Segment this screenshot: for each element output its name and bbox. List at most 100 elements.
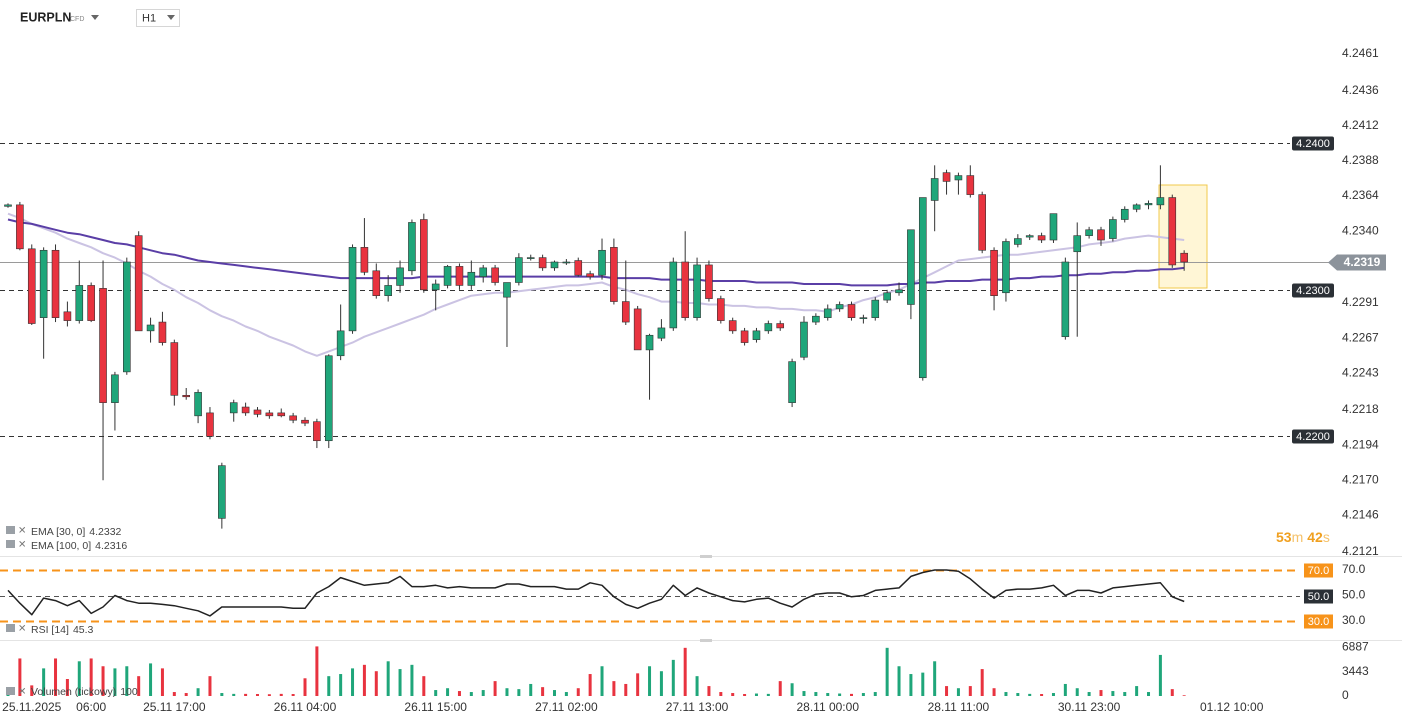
volume-bar	[552, 690, 556, 696]
candle-body	[348, 247, 357, 332]
candle-body	[396, 267, 404, 286]
candle-body	[681, 261, 689, 318]
volume-bar	[743, 694, 747, 696]
last-price-tag	[1328, 254, 1386, 271]
candle-body	[764, 323, 773, 332]
candle-body	[206, 412, 214, 437]
legend-close[interactable]: ✕	[18, 687, 26, 698]
candle-body	[728, 320, 737, 332]
volume-bar	[30, 685, 34, 696]
volume-bar	[802, 691, 806, 696]
volume-bar	[267, 694, 271, 696]
instrument-type: CFD	[70, 16, 84, 23]
panel-handle[interactable]	[700, 555, 712, 558]
volume-bar	[671, 659, 675, 696]
x-tick-label: 28.11 11:00	[928, 700, 990, 714]
candle-body	[550, 261, 559, 269]
panel-handle[interactable]	[700, 639, 712, 642]
y-tick-label: 4.2170	[1342, 472, 1379, 486]
candle-body	[586, 273, 594, 277]
legend-close[interactable]: ✕	[18, 624, 26, 635]
legend-entry: Volumen (tickowy) 100	[31, 686, 138, 698]
candle-body	[1109, 219, 1117, 239]
level-tag	[1292, 283, 1334, 298]
volume-bar	[315, 646, 319, 696]
candle-body	[1049, 213, 1058, 241]
candle-body	[800, 321, 808, 358]
legend-value: 4.2316	[95, 540, 127, 552]
candle-body	[182, 395, 191, 398]
y-tick-label: 0	[1342, 688, 1349, 702]
y-tick-label: 4.2194	[1342, 437, 1379, 451]
volume-bar	[422, 676, 426, 696]
legend-icon[interactable]	[6, 687, 15, 695]
candle-body	[51, 249, 60, 318]
candle-body	[1085, 229, 1093, 236]
volume-bar	[564, 692, 568, 696]
timeframe-selector[interactable]: H1	[136, 9, 180, 27]
candle-body	[895, 289, 903, 294]
volume-bar	[576, 688, 580, 696]
legend-close[interactable]: ✕	[18, 526, 26, 537]
volume-bar	[850, 693, 854, 696]
candle-body	[16, 204, 24, 250]
candle-body	[812, 315, 820, 323]
candle-body	[515, 257, 523, 283]
volume-bar	[529, 683, 533, 696]
volume-bar	[731, 693, 735, 696]
x-tick-label: 27.11 02:00	[535, 700, 598, 714]
candle-body	[170, 342, 179, 396]
volume-bar	[1158, 654, 1162, 696]
volume-bar	[1075, 688, 1079, 696]
volume-bar	[897, 666, 901, 696]
legend-icon[interactable]	[6, 540, 15, 548]
candle-body	[4, 204, 12, 207]
volume-bar	[612, 681, 616, 696]
candle-body	[313, 421, 321, 442]
candle-body	[1073, 235, 1082, 253]
dropdown-arrow	[91, 15, 99, 20]
volume-bar	[1135, 686, 1139, 696]
candle-body	[574, 260, 583, 276]
candle-body	[194, 392, 202, 417]
candle-body	[610, 247, 618, 302]
legend-icon[interactable]	[6, 526, 15, 534]
x-tick-label: 25.11 17:00	[143, 700, 206, 714]
legend-close[interactable]: ✕	[18, 540, 26, 551]
volume-bar	[434, 690, 438, 696]
volume-bar	[1087, 692, 1091, 696]
volume-bar	[754, 693, 758, 696]
volume-bar	[77, 661, 81, 696]
ema-line	[7, 218, 1185, 287]
candle-body	[835, 304, 844, 310]
candle-body	[1132, 204, 1141, 210]
timer-minutes: 53	[1276, 529, 1292, 545]
candle-body	[1002, 241, 1010, 294]
volume-bar	[945, 686, 949, 696]
volume-bar	[1099, 690, 1103, 696]
y-tick-label: 3443	[1342, 664, 1369, 678]
y-tick-label: 4.2291	[1342, 295, 1379, 309]
volume-bar	[636, 673, 640, 696]
candle-body	[146, 324, 155, 332]
legend-name: EMA [30, 0]	[31, 526, 85, 538]
candle-body	[990, 249, 998, 296]
candle-body	[1144, 203, 1153, 206]
candle-body	[420, 219, 428, 291]
y-tick-label: 4.2461	[1342, 46, 1379, 60]
y-tick-label: 4.2340	[1342, 223, 1379, 237]
candle-body	[621, 301, 630, 323]
timeframe-box	[136, 9, 180, 27]
legend-icon[interactable]	[6, 624, 15, 632]
candle-body	[1097, 229, 1105, 241]
volume-bar	[1063, 683, 1067, 696]
volume-bar	[160, 668, 164, 696]
candle-body	[776, 323, 785, 329]
legend-name: Volumen (tickowy)	[31, 686, 116, 698]
level-label: 4.2300	[1296, 285, 1330, 297]
symbol-selector[interactable]: EURPLN CFD	[20, 10, 99, 24]
y-tick-label: 30.0	[1342, 613, 1366, 627]
x-tick-label: 26.11 15:00	[404, 700, 467, 714]
